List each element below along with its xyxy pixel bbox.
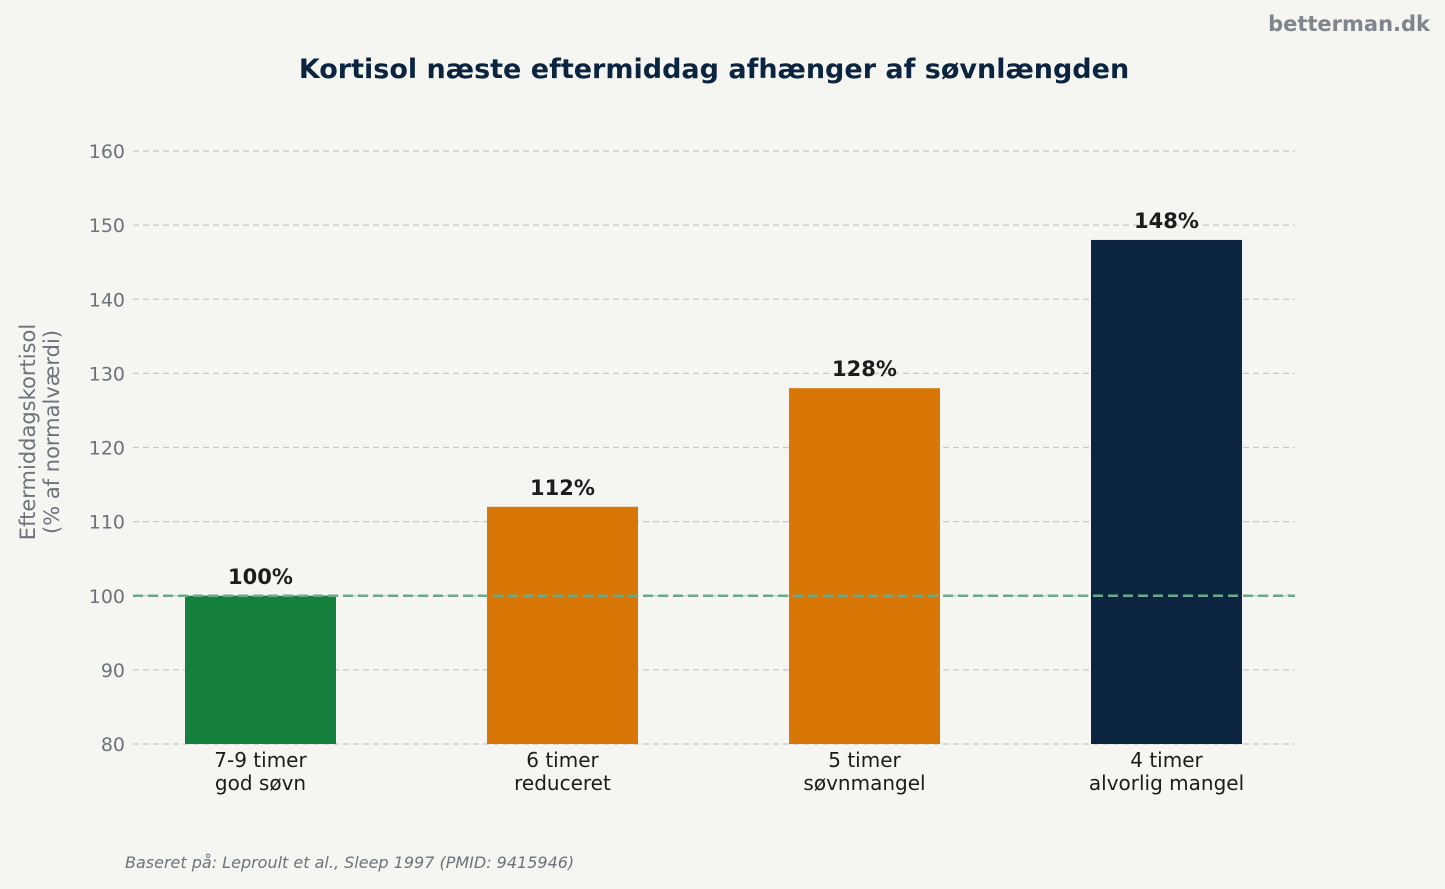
watermark: betterman.dk [1268,12,1430,36]
source-note: Baseret på: Leproult et al., Sleep 1997 … [125,853,575,872]
bar [789,388,940,744]
y-tick-label: 140 [89,289,125,311]
y-tick-label: 100 [89,586,125,608]
y-tick-label: 80 [101,734,125,756]
y-axis-label-line: (% af normalværdi) [40,330,64,534]
x-tick-label: god søvn [215,771,306,795]
x-tick-label: 4 timer [1130,748,1203,772]
bar-value-label: 112% [530,476,595,500]
x-tick-label: 7-9 timer [214,748,307,772]
y-tick-label: 160 [89,141,125,163]
y-tick-label: 150 [89,215,125,237]
x-tick-label: søvnmangel [803,771,925,795]
x-tick-label: alvorlig mangel [1089,771,1244,795]
chart-title: Kortisol næste eftermiddag afhænger af s… [298,54,1130,85]
y-tick-label: 110 [89,512,125,534]
y-tick-label: 130 [89,363,125,385]
bar [487,506,638,744]
y-axis-label: Eftermiddagskortisol (% af normalværdi) [16,324,64,540]
bar [1091,239,1242,744]
x-tick-label: reduceret [514,771,611,795]
x-tick-label: 6 timer [526,748,599,772]
bar-value-label: 128% [832,357,897,381]
bar-value-label: 148% [1134,209,1199,233]
y-tick-label: 120 [89,438,125,460]
bar-value-label: 100% [228,565,293,589]
y-axis-label-line: Eftermiddagskortisol [16,324,40,540]
x-tick-label: 5 timer [828,748,901,772]
bar [185,595,336,744]
y-tick-label: 90 [101,660,125,682]
